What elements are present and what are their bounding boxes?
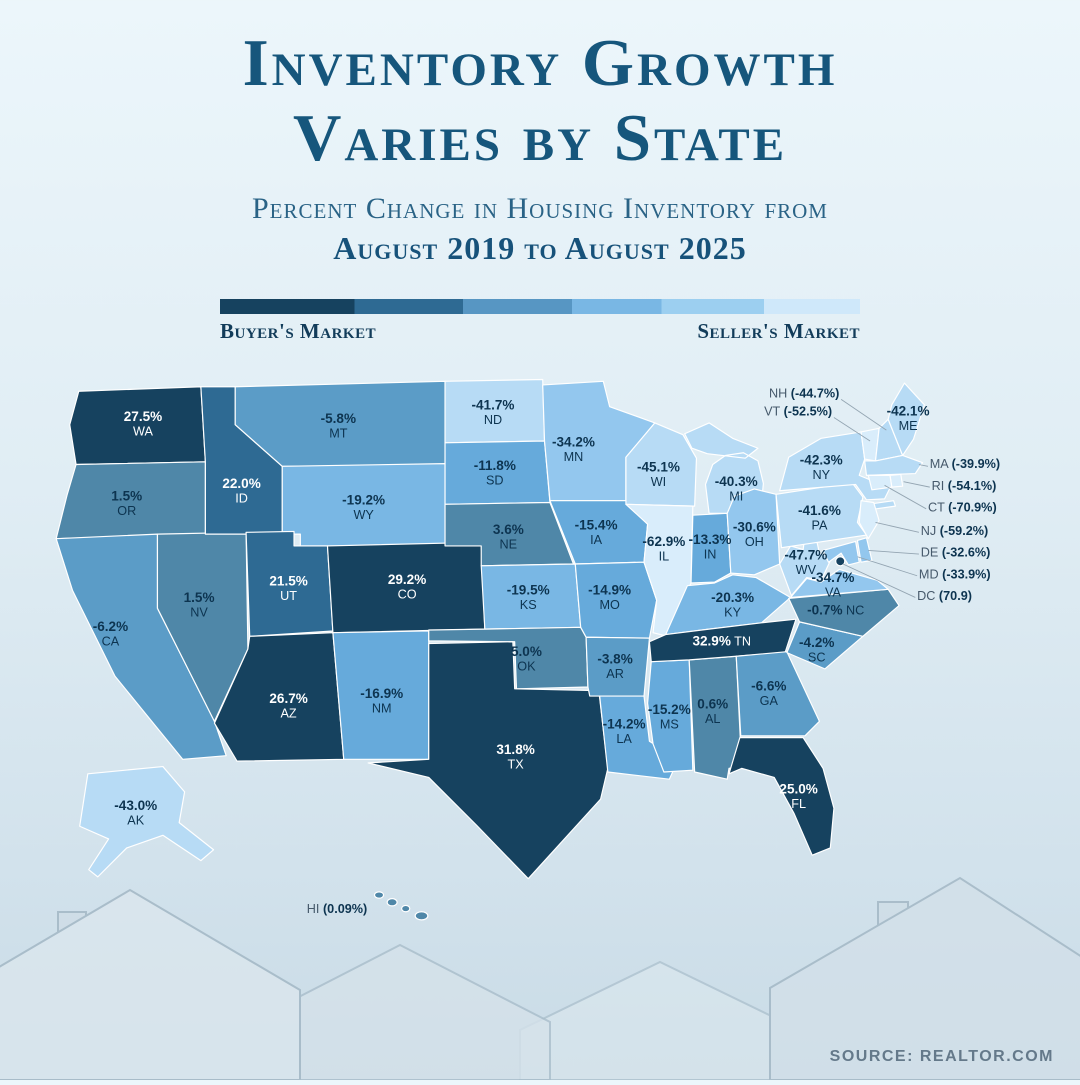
state-label-MD: MD (-33.9%) [919,567,991,581]
leader-line-VT [833,417,871,442]
source-credit: SOURCE: REALTOR.COM [829,1048,1054,1065]
title-line-1: Inventory Growth [242,26,838,100]
state-label-MS: -15.2% MS [648,702,691,731]
footer: SOURCE: REALTOR.COM [830,1048,1054,1066]
state-WV [779,534,833,597]
state-label-LA: -14.2% LA [603,717,646,746]
state-label-KS: -19.5% KS [507,583,550,612]
state-label-CT: CT (-70.9%) [928,501,997,515]
state-TN [648,618,797,663]
state-label-MI: -40.3% MI [715,474,758,503]
state-label-NJ: NJ (-59.2%) [921,524,989,538]
state-OH [726,488,781,576]
state-NJ [858,500,880,540]
state-label-SD: -11.8% SD [474,458,516,487]
legend-sellers-market-label: Seller's Market [697,319,860,343]
state-label-MO: -14.9% MO [588,583,631,612]
rooftops-illustration [0,876,1080,1081]
state-label-VA: -34.7% VA [812,570,855,599]
state-label-IN: -13.3% IN [689,532,732,561]
leader-line-NH [840,399,887,431]
state-label-NE: 3.6% NE [493,522,524,551]
state-label-WY: -19.2% WY [342,492,385,521]
state-TX [367,641,609,880]
state-label-NM: -16.9% NM [360,686,403,715]
leader-line-DE [868,549,919,555]
state-label-ID: 22.0% ID [222,476,260,505]
state-label-PA: -41.6% PA [798,503,841,532]
state-label-KY: -20.3% KY [711,590,754,619]
state-AK [79,765,215,878]
state-label-ND: -41.7% ND [472,397,515,426]
state-label-NH: NH (-44.7%) [769,387,839,401]
state-label-OK: 5.0% OK [511,644,542,673]
state-label-WA: 27.5% WA [124,409,162,438]
state-label-SC: -4.2% SC [799,635,834,664]
state-label-TX: 31.8% TX [496,742,534,771]
state-label-VT: VT (-52.5%) [764,405,832,419]
state-label-FL: 25.0% FL [779,782,817,811]
legend-labels: Buyer's Market Seller's Market [220,319,860,344]
leader-line-CT [884,484,927,510]
us-choropleth-map: 27.5% WA 1.5% OR -6.2% CA 1.5% NV 22.0% ID -5.8% MT… [20,366,1060,932]
header: Inventory Growth Varies by State Percent… [0,26,1080,268]
state-label-GA: -6.6% GA [751,679,786,708]
state-label-DE: DE (-32.6%) [921,546,991,560]
state-label-IL: -62.9% IL [642,534,685,563]
us-map-svg: 27.5% WA 1.5% OR -6.2% CA 1.5% NV 22.0% ID -5.8% MT… [55,378,1000,921]
leader-line-RI [903,481,930,488]
legend-buyers-market-label: Buyer's Market [220,319,377,343]
leader-line-DC [842,563,916,598]
state-label-AZ: 26.7% AZ [269,691,307,720]
leader-line-MD [857,556,918,577]
state-label-OR: 1.5% OR [111,489,142,518]
state-DC [835,556,846,567]
state-GA [735,651,821,737]
state-IN [690,512,732,584]
legend: Buyer's Market Seller's Market [220,299,860,344]
page-title: Inventory Growth Varies by State [0,26,1080,176]
subtitle-line-1: Percent Change in Housing Inventory from [252,192,828,226]
state-label-AR: -3.8% AR [597,651,632,680]
house-roof [519,960,801,1081]
state-label-NV: 1.5% NV [184,590,215,619]
state-label-MT: -5.8% MT [321,411,356,440]
state-label-DC: DC (70.9) [917,589,972,603]
state-MA [864,454,924,476]
leader-line-MA [918,464,929,467]
state-label-CA: -6.2% CA [93,619,128,648]
state-label-MN: -34.2% MN [552,434,595,463]
state-FL [728,737,835,856]
state-label-CO: 29.2% CO [388,572,426,601]
state-MD [822,540,860,566]
state-label-MA: MA (-39.9%) [930,457,1000,471]
rooftops-background [0,850,1080,1081]
state-label-TN: 32.9% TN [692,633,751,648]
state-label-NY: -42.3% NY [800,453,843,482]
state-label-AL: 0.6% AL [697,697,728,726]
state-label-IA: -15.4% IA [575,518,618,547]
leader-line-NJ [875,521,920,533]
state-label-AK: -43.0% AK [114,798,157,827]
state-label-ME: -42.1% ME [887,404,930,433]
state-label-WI: -45.1% WI [637,460,680,489]
state-label-OH: -30.6% OH [733,519,776,548]
state-label-HI: HI (0.09%) [307,902,368,916]
subtitle: Percent Change in Housing Inventory from… [0,190,1080,268]
state-DE [856,537,873,563]
state-label-UT: 21.5% UT [269,574,307,603]
state-HI [373,891,429,921]
state-label-RI: RI (-54.1%) [932,479,997,493]
legend-gradient-bar [220,299,860,314]
subtitle-line-2: August 2019 to August 2025 [333,229,747,266]
state-label-WV: -47.7% WV [784,547,827,576]
title-line-2: Varies by State [292,101,788,176]
state-label-NC: -0.7% NC [807,603,864,618]
